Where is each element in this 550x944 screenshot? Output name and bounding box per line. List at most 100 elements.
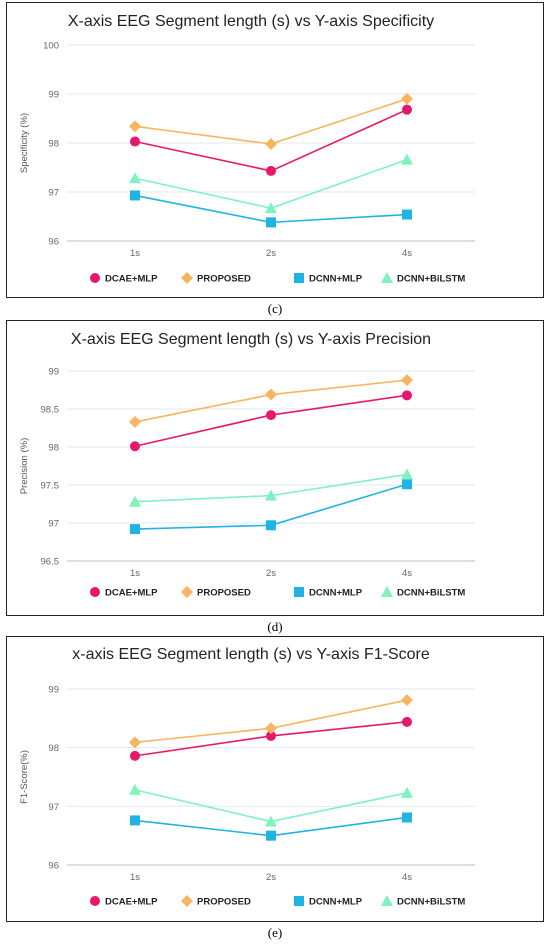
series-proposed xyxy=(129,374,413,428)
data-point xyxy=(265,489,277,501)
data-point xyxy=(130,750,140,761)
y-tick-label: 96 xyxy=(48,861,59,872)
series-line xyxy=(134,394,408,448)
chart-title: X-axis EEG Segment length (s) vs Y-axis … xyxy=(71,331,431,348)
legend-item[interactable]: DCNN+MLP xyxy=(294,587,363,599)
legend-item[interactable]: PROPOSED xyxy=(181,586,251,599)
legend-item[interactable]: DCAE+MLP xyxy=(90,273,158,285)
series-dcae-mlp xyxy=(130,716,412,761)
y-axis-label: Precision (%) xyxy=(19,438,30,495)
y-tick-label: 99 xyxy=(48,90,59,101)
legend-label: DCNN+BiLSTM xyxy=(397,897,465,908)
series-proposed xyxy=(129,92,413,150)
legend-label: DCNN+MLP xyxy=(309,897,363,908)
legend-item[interactable]: PROPOSED xyxy=(181,895,251,908)
data-point xyxy=(130,441,140,452)
legend-item[interactable]: DCAE+MLP xyxy=(90,587,158,599)
legend-marker xyxy=(90,896,100,906)
legend-item[interactable]: DCNN+BiLSTM xyxy=(381,272,465,285)
chart-title: x-axis EEG Segment length (s) vs Y-axis … xyxy=(72,646,430,663)
legend-marker xyxy=(294,587,304,597)
legend-marker xyxy=(294,896,304,906)
data-point xyxy=(402,209,412,220)
series-line xyxy=(134,98,408,145)
y-tick-label: 100 xyxy=(43,41,59,52)
series-dcnn-mlp xyxy=(130,479,412,535)
series-dcae-mlp xyxy=(130,104,412,176)
data-point xyxy=(402,479,412,490)
x-tick-label: 2s xyxy=(266,568,276,579)
series-dcnn-mlp xyxy=(130,190,412,228)
chart-title: X-axis EEG Segment length (s) vs Y-axis … xyxy=(68,13,434,30)
data-point xyxy=(129,415,141,428)
x-tick-label: 4s xyxy=(402,568,412,579)
data-point xyxy=(129,120,141,133)
caption-e: (e) xyxy=(267,925,283,940)
y-tick-label: 99 xyxy=(48,685,59,696)
legend-item[interactable]: DCAE+MLP xyxy=(90,896,158,908)
legend-label: PROPOSED xyxy=(197,588,251,599)
legend-marker xyxy=(90,273,100,283)
data-point xyxy=(401,153,413,165)
y-tick-label: 97 xyxy=(48,519,59,530)
data-point xyxy=(129,736,141,749)
legend-label: DCAE+MLP xyxy=(105,588,158,599)
data-point xyxy=(401,468,413,480)
data-point xyxy=(266,730,276,741)
data-point xyxy=(402,716,412,727)
y-axis-label: F1-Score(%) xyxy=(19,750,30,804)
legend-item[interactable]: DCNN+BiLSTM xyxy=(381,895,465,908)
legend-marker xyxy=(381,272,393,283)
data-point xyxy=(130,815,140,826)
chart-panel-f1-score: x-axis EEG Segment length (s) vs Y-axis … xyxy=(6,636,544,922)
data-point xyxy=(401,694,413,707)
y-tick-label: 97 xyxy=(48,188,59,199)
data-point xyxy=(266,830,276,841)
legend-label: DCNN+MLP xyxy=(309,274,363,285)
legend-label: PROPOSED xyxy=(197,897,251,908)
legend-label: DCAE+MLP xyxy=(105,274,158,285)
series-dcnn-bilstm xyxy=(129,783,413,827)
legend-item[interactable]: PROPOSED xyxy=(181,272,251,285)
x-tick-label: 4s xyxy=(402,872,412,883)
data-point xyxy=(130,136,140,147)
data-point xyxy=(401,92,413,105)
legend-label: DCNN+BiLSTM xyxy=(397,588,465,599)
y-tick-label: 99 xyxy=(48,367,59,378)
legend-label: DCNN+MLP xyxy=(309,588,363,599)
data-point xyxy=(266,410,276,421)
y-tick-label: 97.5 xyxy=(41,481,60,492)
data-point xyxy=(129,783,141,795)
series-dcnn-bilstm xyxy=(129,153,413,214)
x-tick-label: 1s xyxy=(130,248,140,259)
data-point xyxy=(265,388,277,401)
data-point xyxy=(265,137,277,150)
data-point xyxy=(265,815,277,827)
y-tick-label: 96 xyxy=(48,237,59,248)
data-point xyxy=(401,786,413,798)
caption-c: (c) xyxy=(267,301,283,316)
data-point xyxy=(402,812,412,823)
y-tick-label: 96.5 xyxy=(41,557,60,568)
legend-item[interactable]: DCNN+MLP xyxy=(294,896,363,908)
y-tick-label: 98 xyxy=(48,139,59,150)
chart-panel-precision: X-axis EEG Segment length (s) vs Y-axis … xyxy=(6,320,544,616)
legend-marker xyxy=(181,895,193,907)
series-dcae-mlp xyxy=(130,390,412,452)
legend-label: DCNN+BiLSTM xyxy=(397,274,465,285)
data-point xyxy=(130,524,140,535)
data-point xyxy=(129,172,141,184)
x-tick-label: 2s xyxy=(266,248,276,259)
y-tick-label: 98.5 xyxy=(41,405,60,416)
y-axis-label: Specificity (%) xyxy=(19,113,30,173)
legend-item[interactable]: DCNN+BiLSTM xyxy=(381,586,465,599)
y-tick-label: 98 xyxy=(48,743,59,754)
series-dcnn-bilstm xyxy=(129,468,413,507)
data-point xyxy=(265,202,277,214)
legend-marker xyxy=(181,586,193,598)
legend-item[interactable]: DCNN+MLP xyxy=(294,273,363,285)
chart-panel-specificity: X-axis EEG Segment length (s) vs Y-axis … xyxy=(6,2,544,298)
chart-specificity: X-axis EEG Segment length (s) vs Y-axis … xyxy=(19,13,475,285)
x-tick-label: 1s xyxy=(130,568,140,579)
series-proposed xyxy=(129,694,413,749)
